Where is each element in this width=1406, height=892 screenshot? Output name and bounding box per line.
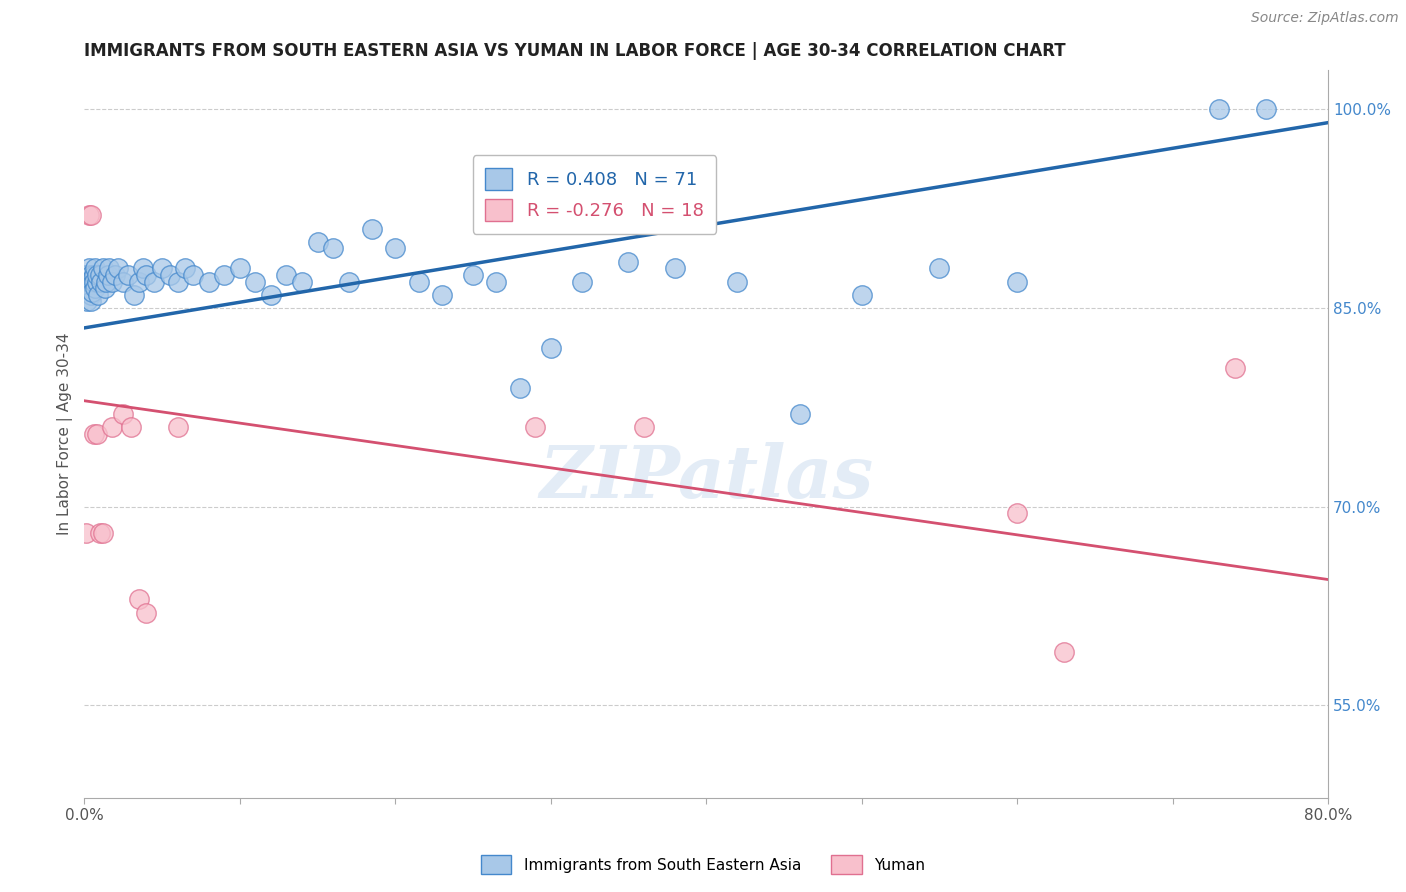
Point [77, 208, 100, 222]
Y-axis label: In Labor Force | Age 30-34: In Labor Force | Age 30-34 [58, 333, 73, 535]
Point [76, 294, 98, 309]
Point [120, 420, 142, 434]
Point [197, 275, 219, 289]
Point [80, 285, 103, 300]
Point [135, 606, 157, 620]
Point [79, 208, 101, 222]
Point [1005, 275, 1028, 289]
Point [408, 275, 430, 289]
Point [1254, 103, 1277, 117]
Point [337, 275, 360, 289]
Point [76, 275, 98, 289]
Point [101, 420, 124, 434]
Point [789, 407, 811, 421]
Point [571, 275, 593, 289]
Point [77, 261, 100, 276]
Point [143, 275, 166, 289]
Point [89, 526, 111, 541]
Point [83, 268, 105, 282]
Point [80, 272, 103, 286]
Point [322, 242, 344, 256]
Point [725, 275, 748, 289]
Point [166, 275, 188, 289]
Point [384, 242, 406, 256]
Point [132, 261, 155, 276]
Point [245, 275, 267, 289]
Point [75, 275, 97, 289]
Point [1053, 645, 1076, 659]
Point [94, 275, 117, 289]
Point [107, 261, 129, 276]
Point [91, 526, 114, 541]
Point [1005, 506, 1028, 520]
Point [76, 268, 98, 282]
Point [90, 275, 112, 289]
Point [260, 287, 283, 301]
Point [540, 341, 562, 355]
Point [112, 275, 135, 289]
Point [509, 380, 531, 394]
Point [174, 261, 197, 276]
Point [104, 268, 127, 282]
Point [98, 261, 121, 276]
Point [461, 268, 484, 282]
Point [117, 268, 139, 282]
Point [851, 287, 873, 301]
Point [101, 275, 124, 289]
Point [150, 261, 173, 276]
Point [89, 268, 111, 282]
Legend: R = 0.408   N = 71, R = -0.276   N = 18: R = 0.408 N = 71, R = -0.276 N = 18 [472, 155, 717, 234]
Point [86, 275, 108, 289]
Legend: Immigrants from South Eastern Asia, Yuman: Immigrants from South Eastern Asia, Yuma… [475, 849, 931, 880]
Point [1208, 103, 1230, 117]
Point [128, 275, 150, 289]
Point [128, 592, 150, 607]
Point [430, 287, 453, 301]
Point [84, 261, 107, 276]
Point [633, 420, 655, 434]
Point [79, 268, 101, 282]
Point [166, 420, 188, 434]
Point [1223, 360, 1246, 375]
Point [91, 261, 114, 276]
Point [664, 261, 686, 276]
Point [291, 275, 314, 289]
Point [485, 275, 508, 289]
Point [80, 277, 103, 292]
Point [617, 254, 640, 268]
Point [122, 287, 145, 301]
Point [77, 281, 100, 295]
Text: IMMIGRANTS FROM SOUTH EASTERN ASIA VS YUMAN IN LABOR FORCE | AGE 30-34 CORRELATI: IMMIGRANTS FROM SOUTH EASTERN ASIA VS YU… [84, 42, 1066, 60]
Point [229, 261, 252, 276]
Point [93, 281, 115, 295]
Point [112, 407, 135, 421]
Point [77, 275, 100, 289]
Point [79, 287, 101, 301]
Point [135, 268, 157, 282]
Point [307, 235, 329, 249]
Point [84, 281, 107, 295]
Point [83, 275, 105, 289]
Point [87, 287, 110, 301]
Point [212, 268, 235, 282]
Point [97, 268, 120, 282]
Point [86, 426, 108, 441]
Point [181, 268, 204, 282]
Point [524, 420, 547, 434]
Point [83, 426, 105, 441]
Point [75, 526, 97, 541]
Point [276, 268, 298, 282]
Text: ZIPatlas: ZIPatlas [538, 442, 873, 513]
Point [361, 221, 384, 235]
Point [928, 261, 950, 276]
Point [86, 268, 108, 282]
Point [75, 268, 97, 282]
Point [79, 294, 101, 309]
Point [159, 268, 181, 282]
Text: Source: ZipAtlas.com: Source: ZipAtlas.com [1251, 11, 1399, 25]
